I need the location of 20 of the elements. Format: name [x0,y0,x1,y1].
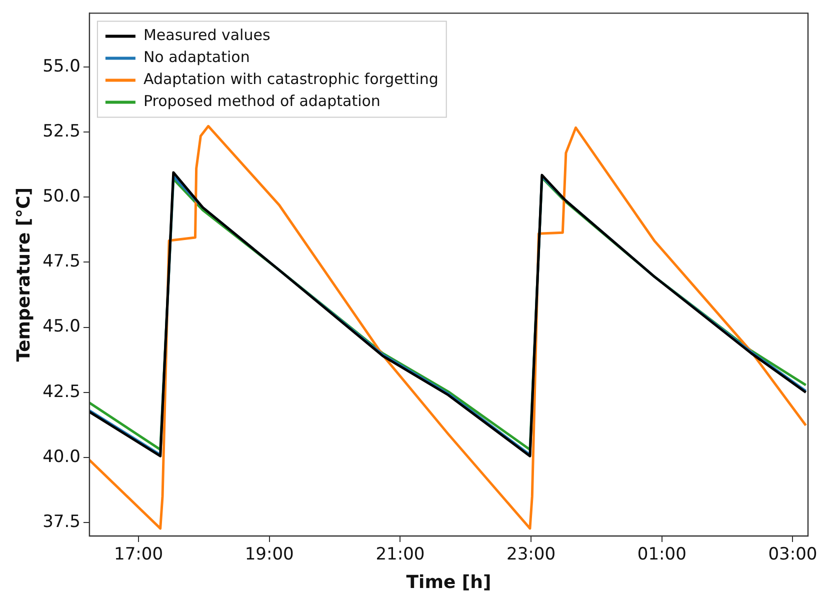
legend-label: No adaptation [143,48,250,66]
x-tick-label: 21:00 [376,544,425,565]
x-tick-label: 01:00 [637,544,686,565]
y-tick-label: 40.0 [42,446,80,467]
y-axis-title: Temperature [°C] [13,187,34,362]
x-tick-label: 17:00 [114,544,164,565]
x-tick-label: 03:00 [768,544,818,565]
x-axis-title: Time [h] [406,572,492,593]
legend-label: Measured values [143,26,270,44]
y-tick-label: 42.5 [42,382,80,402]
x-tick-label: 19:00 [244,544,294,565]
y-tick-label: 45.0 [42,316,80,337]
legend-label: Proposed method of adaptation [143,92,380,110]
y-tick-label: 47.5 [42,252,80,272]
y-tick-label: 50.0 [42,186,80,207]
y-tick-label: 52.5 [42,122,80,142]
y-tick-label: 37.5 [42,512,80,532]
x-tick-label: 23:00 [506,544,556,565]
y-tick-label: 55.0 [42,56,80,76]
legend-label: Adaptation with catastrophic forgetting [143,70,438,88]
